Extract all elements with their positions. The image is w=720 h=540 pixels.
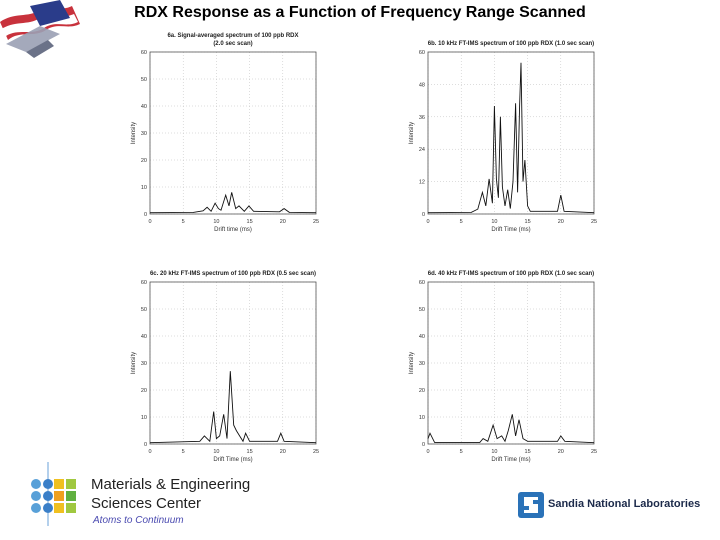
- x-tick-label: 20: [280, 219, 286, 225]
- plot-frame: [149, 51, 317, 215]
- y-tick-label: 60: [141, 280, 147, 286]
- y-tick-label: 36: [419, 115, 425, 121]
- y-tick-label: 50: [141, 77, 147, 83]
- x-tick-label: 20: [558, 219, 564, 225]
- y-tick-label: 50: [141, 307, 147, 313]
- x-tick-label: 5: [460, 219, 463, 225]
- y-axis-label: Intensity: [131, 122, 137, 144]
- slide-title: RDX Response as a Function of Frequency …: [134, 4, 586, 21]
- y-tick-label: 30: [141, 361, 147, 367]
- mesc-logo-icon: [31, 462, 76, 526]
- lab-name: Sandia National Laboratories: [548, 498, 701, 510]
- y-axis-label: Intensity: [131, 352, 137, 374]
- y-tick-label: 24: [419, 147, 425, 153]
- y-tick-label: 20: [141, 158, 147, 164]
- y-tick-label: 0: [422, 442, 425, 448]
- chart-panel-6b: 6b. 10 kHz FT-IMS spectrum of 100 ppb RD…: [409, 41, 597, 233]
- x-tick-label: 10: [491, 219, 497, 225]
- y-axis-label: Intensity: [409, 352, 415, 374]
- x-tick-label: 0: [148, 449, 151, 455]
- y-tick-label: 20: [419, 388, 425, 394]
- series-line: [427, 414, 595, 444]
- plot-frame: [427, 281, 595, 445]
- x-tick-label: 25: [591, 219, 597, 225]
- x-axis-label: Drift time (ms): [214, 227, 252, 233]
- chart-subtitle: (2.0 sec scan): [213, 41, 252, 47]
- y-tick-label: 60: [141, 50, 147, 56]
- series-line: [149, 192, 317, 214]
- x-tick-label: 5: [460, 449, 463, 455]
- chart-panel-6a: 6a. Signal-averaged spectrum of 100 ppb …: [131, 33, 319, 233]
- x-tick-label: 0: [426, 219, 429, 225]
- x-tick-label: 10: [213, 219, 219, 225]
- y-tick-label: 20: [141, 388, 147, 394]
- y-tick-label: 10: [141, 415, 147, 421]
- series-line: [149, 371, 317, 444]
- x-tick-label: 10: [491, 449, 497, 455]
- org-name-line1: Materials & Engineering: [91, 476, 251, 493]
- x-tick-label: 25: [591, 449, 597, 455]
- x-tick-label: 20: [280, 449, 286, 455]
- flag-logo-icon: [0, 0, 80, 58]
- x-tick-label: 10: [213, 449, 219, 455]
- y-tick-label: 0: [144, 442, 147, 448]
- x-axis-label: Drift Time (ms): [213, 457, 252, 463]
- chart-panel-6d: 6d. 40 kHz FT-IMS spectrum of 100 ppb RD…: [409, 271, 597, 463]
- y-tick-label: 0: [422, 212, 425, 218]
- chart-title: 6a. Signal-averaged spectrum of 100 ppb …: [167, 33, 298, 39]
- x-tick-label: 0: [148, 219, 151, 225]
- y-tick-label: 48: [419, 82, 425, 88]
- y-tick-label: 30: [419, 361, 425, 367]
- x-tick-label: 25: [313, 219, 319, 225]
- chart-title: 6b. 10 kHz FT-IMS spectrum of 100 ppb RD…: [428, 41, 594, 47]
- x-axis-label: Drift Time (ms): [491, 227, 530, 233]
- x-tick-label: 15: [247, 449, 253, 455]
- chart-title: 6d. 40 kHz FT-IMS spectrum of 100 ppb RD…: [428, 271, 594, 277]
- sandia-thunderbird-icon: [518, 492, 544, 518]
- y-tick-label: 30: [141, 131, 147, 137]
- plot-frame: [149, 281, 317, 445]
- y-tick-label: 50: [419, 307, 425, 313]
- x-tick-label: 0: [426, 449, 429, 455]
- y-axis-label: Intensity: [409, 122, 415, 144]
- y-tick-label: 40: [141, 334, 147, 340]
- org-tagline: Atoms to Continuum: [93, 515, 184, 526]
- plot-frame: [427, 51, 595, 215]
- x-tick-label: 5: [182, 219, 185, 225]
- chart-panel-6c: 6c. 20 kHz FT-IMS spectrum of 100 ppb RD…: [131, 271, 319, 463]
- y-tick-label: 40: [141, 104, 147, 110]
- y-tick-label: 10: [141, 185, 147, 191]
- x-axis-label: Drift Time (ms): [491, 457, 530, 463]
- x-tick-label: 20: [558, 449, 564, 455]
- y-tick-label: 10: [419, 415, 425, 421]
- y-tick-label: 12: [419, 180, 425, 186]
- x-tick-label: 5: [182, 449, 185, 455]
- y-tick-label: 60: [419, 280, 425, 286]
- x-tick-label: 15: [247, 219, 253, 225]
- y-tick-label: 40: [419, 334, 425, 340]
- org-name-line2: Sciences Center: [91, 495, 202, 512]
- x-tick-label: 25: [313, 449, 319, 455]
- x-tick-label: 15: [525, 449, 531, 455]
- x-tick-label: 15: [525, 219, 531, 225]
- chart-title: 6c. 20 kHz FT-IMS spectrum of 100 ppb RD…: [150, 271, 316, 277]
- series-line: [427, 62, 595, 214]
- y-tick-label: 0: [144, 212, 147, 218]
- y-tick-label: 60: [419, 50, 425, 56]
